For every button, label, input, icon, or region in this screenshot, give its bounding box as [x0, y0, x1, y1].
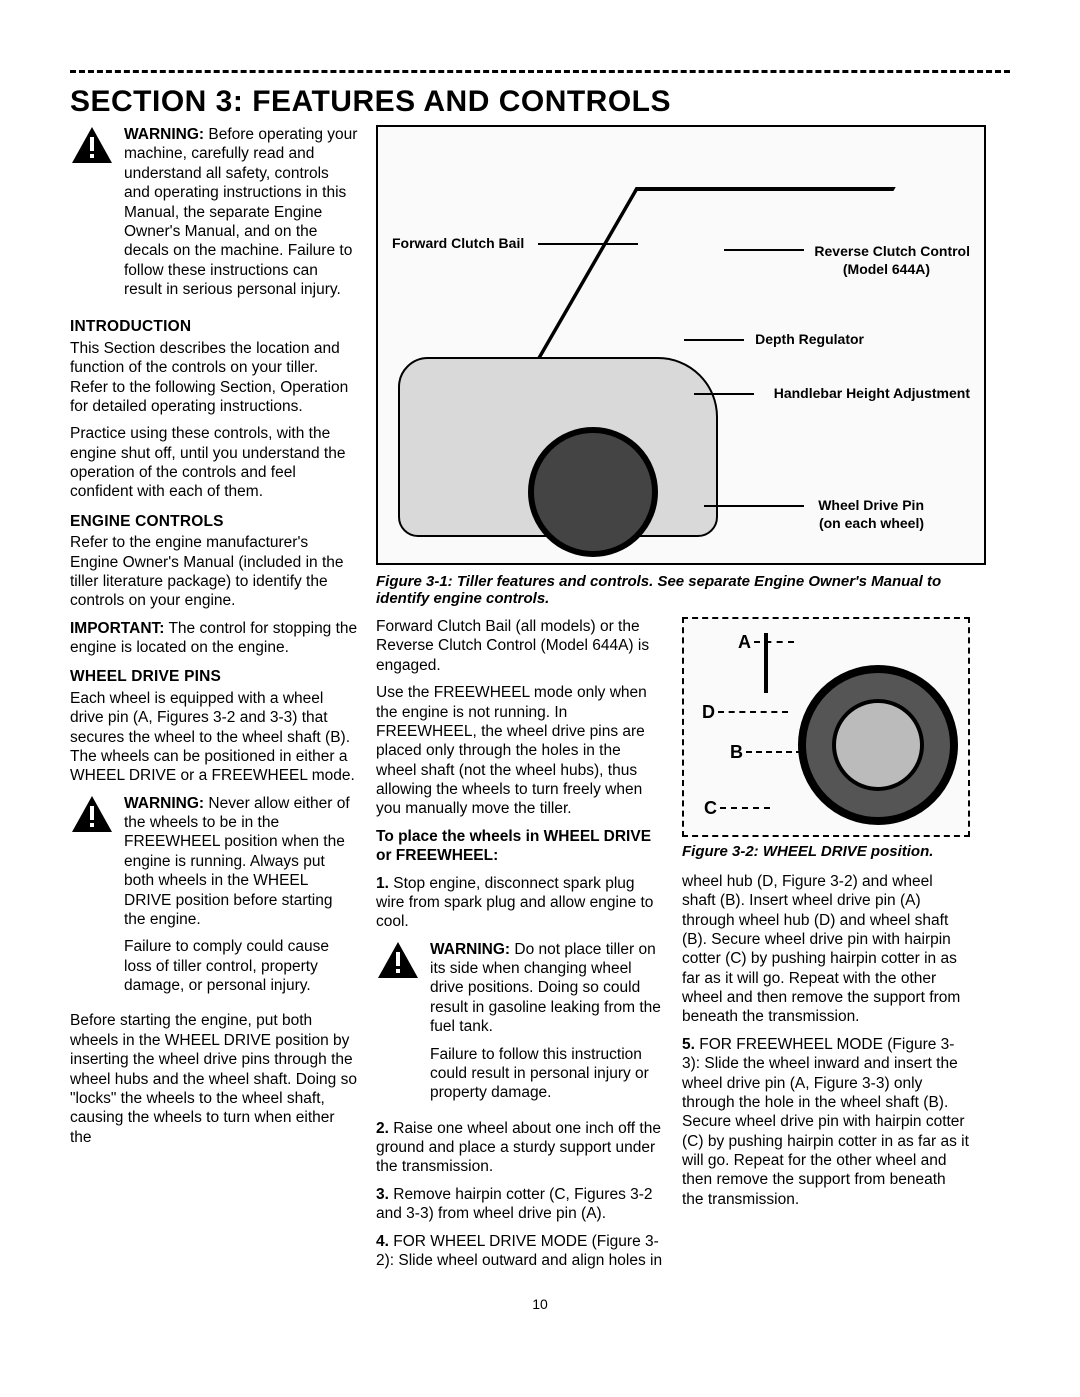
step-4: 4. FOR WHEEL DRIVE MODE (Figure 3-2): Sl…	[376, 1232, 664, 1271]
warning-block-2: WARNING: Never allow either of the wheel…	[70, 794, 358, 1004]
wdp-paragraph-1: Each wheel is equipped with a wheel driv…	[70, 689, 358, 786]
leader-line	[718, 711, 788, 713]
label-wheel-drive-pin-note: (on each wheel)	[819, 515, 924, 531]
leader-line	[694, 393, 754, 395]
warning-1-body: Before operating your machine, carefully…	[124, 126, 357, 298]
warning-2-lead: WARNING:	[124, 795, 204, 812]
intro-paragraph-2: Practice using these controls, with the …	[70, 424, 358, 502]
introduction-heading: INTRODUCTION	[70, 317, 358, 336]
label-forward-clutch-bail: Forward Clutch Bail	[392, 235, 524, 251]
label-reverse-clutch-model: (Model 644A)	[843, 261, 930, 277]
key-B: B	[730, 741, 743, 764]
warning-2-body2: Failure to comply could cause loss of ti…	[124, 937, 358, 995]
figure-3-2: A D B C	[682, 617, 970, 837]
step-5: 5. FOR FREEWHEEL MODE (Figure 3-3): Slid…	[682, 1035, 970, 1209]
col3-paragraph-1: wheel hub (D, Figure 3-2) and wheel shaf…	[682, 872, 970, 1027]
warning-2-body: Never allow either of the wheels to be i…	[124, 795, 350, 928]
leader-line	[754, 641, 794, 643]
step-1-text: Stop engine, disconnect spark plug wire …	[376, 875, 653, 931]
warning-block-3: WARNING: Do not place tiller on its side…	[376, 940, 664, 1111]
engine-controls-heading: ENGINE CONTROLS	[70, 512, 358, 531]
warning-3-lead: WARNING:	[430, 941, 510, 958]
warning-1-text: WARNING: Before operating your machine, …	[124, 125, 358, 299]
key-C: C	[704, 797, 717, 820]
important-lead: IMPORTANT:	[70, 620, 164, 637]
right-block: Forward Clutch Bail Reverse Clutch Contr…	[376, 125, 986, 1278]
step-3-text: Remove hairpin cotter (C, Figures 3-2 an…	[376, 1186, 653, 1222]
figure-3-1: Forward Clutch Bail Reverse Clutch Contr…	[376, 125, 986, 565]
step-2-text: Raise one wheel about one inch off the g…	[376, 1120, 661, 1176]
figure-3-2-caption: Figure 3-2: WHEEL DRIVE position.	[682, 843, 970, 862]
lower-columns: Forward Clutch Bail (all models) or the …	[376, 617, 986, 1278]
section-title: SECTION 3: FEATURES AND CONTROLS	[70, 85, 1010, 119]
wheel-drive-pins-heading: WHEEL DRIVE PINS	[70, 667, 358, 686]
leader-line	[704, 505, 804, 507]
key-D: D	[702, 701, 715, 724]
key-A: A	[738, 631, 751, 654]
leader-line	[720, 807, 770, 809]
warning-triangle-icon	[70, 125, 114, 165]
leader-line	[746, 751, 802, 753]
leader-line	[724, 249, 804, 251]
step-4-num: 4.	[376, 1233, 389, 1250]
wheel-tire	[798, 665, 958, 825]
col2-subhead: To place the wheels in WHEEL DRIVE or FR…	[376, 827, 664, 866]
step-5-num: 5.	[682, 1036, 695, 1053]
main-columns: WARNING: Before operating your machine, …	[70, 125, 1010, 1278]
step-5-text: FOR FREEWHEEL MODE (Figure 3-3): Slide t…	[682, 1036, 969, 1208]
tiller-wheel	[528, 427, 658, 557]
step-3: 3. Remove hairpin cotter (C, Figures 3-2…	[376, 1185, 664, 1224]
label-wheel-drive-pin: Wheel Drive Pin	[818, 497, 924, 513]
col2-sub-bold: To place the wheels in WHEEL DRIVE or FR…	[376, 828, 651, 864]
column-2: Forward Clutch Bail (all models) or the …	[376, 617, 664, 1278]
warning-triangle-icon	[70, 794, 114, 834]
column-1: WARNING: Before operating your machine, …	[70, 125, 358, 1278]
step-4-text: FOR WHEEL DRIVE MODE (Figure 3-2): Slide…	[376, 1233, 662, 1269]
step-1-num: 1.	[376, 875, 389, 892]
col2-paragraph-2: Use the FREEWHEEL mode only when the eng…	[376, 683, 664, 819]
label-depth-regulator: Depth Regulator	[755, 331, 864, 347]
engine-important: IMPORTANT: The control for stopping the …	[70, 619, 358, 658]
warning-2-text: WARNING: Never allow either of the wheel…	[124, 794, 358, 1004]
figure-3-1-caption: Figure 3-1: Tiller features and controls…	[376, 573, 986, 607]
warning-triangle-icon	[376, 940, 420, 980]
step-3-num: 3.	[376, 1186, 389, 1203]
leader-line	[538, 243, 638, 245]
warning-3-body2: Failure to follow this instruction could…	[430, 1045, 664, 1103]
top-divider	[70, 70, 1010, 73]
col2-paragraph-1: Forward Clutch Bail (all models) or the …	[376, 617, 664, 675]
wdp-paragraph-2: Before starting the engine, put both whe…	[70, 1011, 358, 1147]
engine-paragraph-1: Refer to the engine manufacturer's Engin…	[70, 533, 358, 611]
intro-paragraph-1: This Section describes the location and …	[70, 339, 358, 417]
label-handlebar-height: Handlebar Height Adjustment	[774, 385, 970, 401]
leader-line	[684, 339, 744, 341]
label-reverse-clutch-control: Reverse Clutch Control	[814, 243, 970, 259]
warning-block-1: WARNING: Before operating your machine, …	[70, 125, 358, 307]
step-1: 1. Stop engine, disconnect spark plug wi…	[376, 874, 664, 932]
warning-1-lead: WARNING:	[124, 126, 204, 143]
warning-3-text: WARNING: Do not place tiller on its side…	[430, 940, 664, 1111]
column-3: A D B C Figure 3-2: WHEEL DRIVE position…	[682, 617, 970, 1278]
step-2: 2. Raise one wheel about one inch off th…	[376, 1119, 664, 1177]
page-number: 10	[70, 1296, 1010, 1312]
step-2-num: 2.	[376, 1120, 389, 1137]
